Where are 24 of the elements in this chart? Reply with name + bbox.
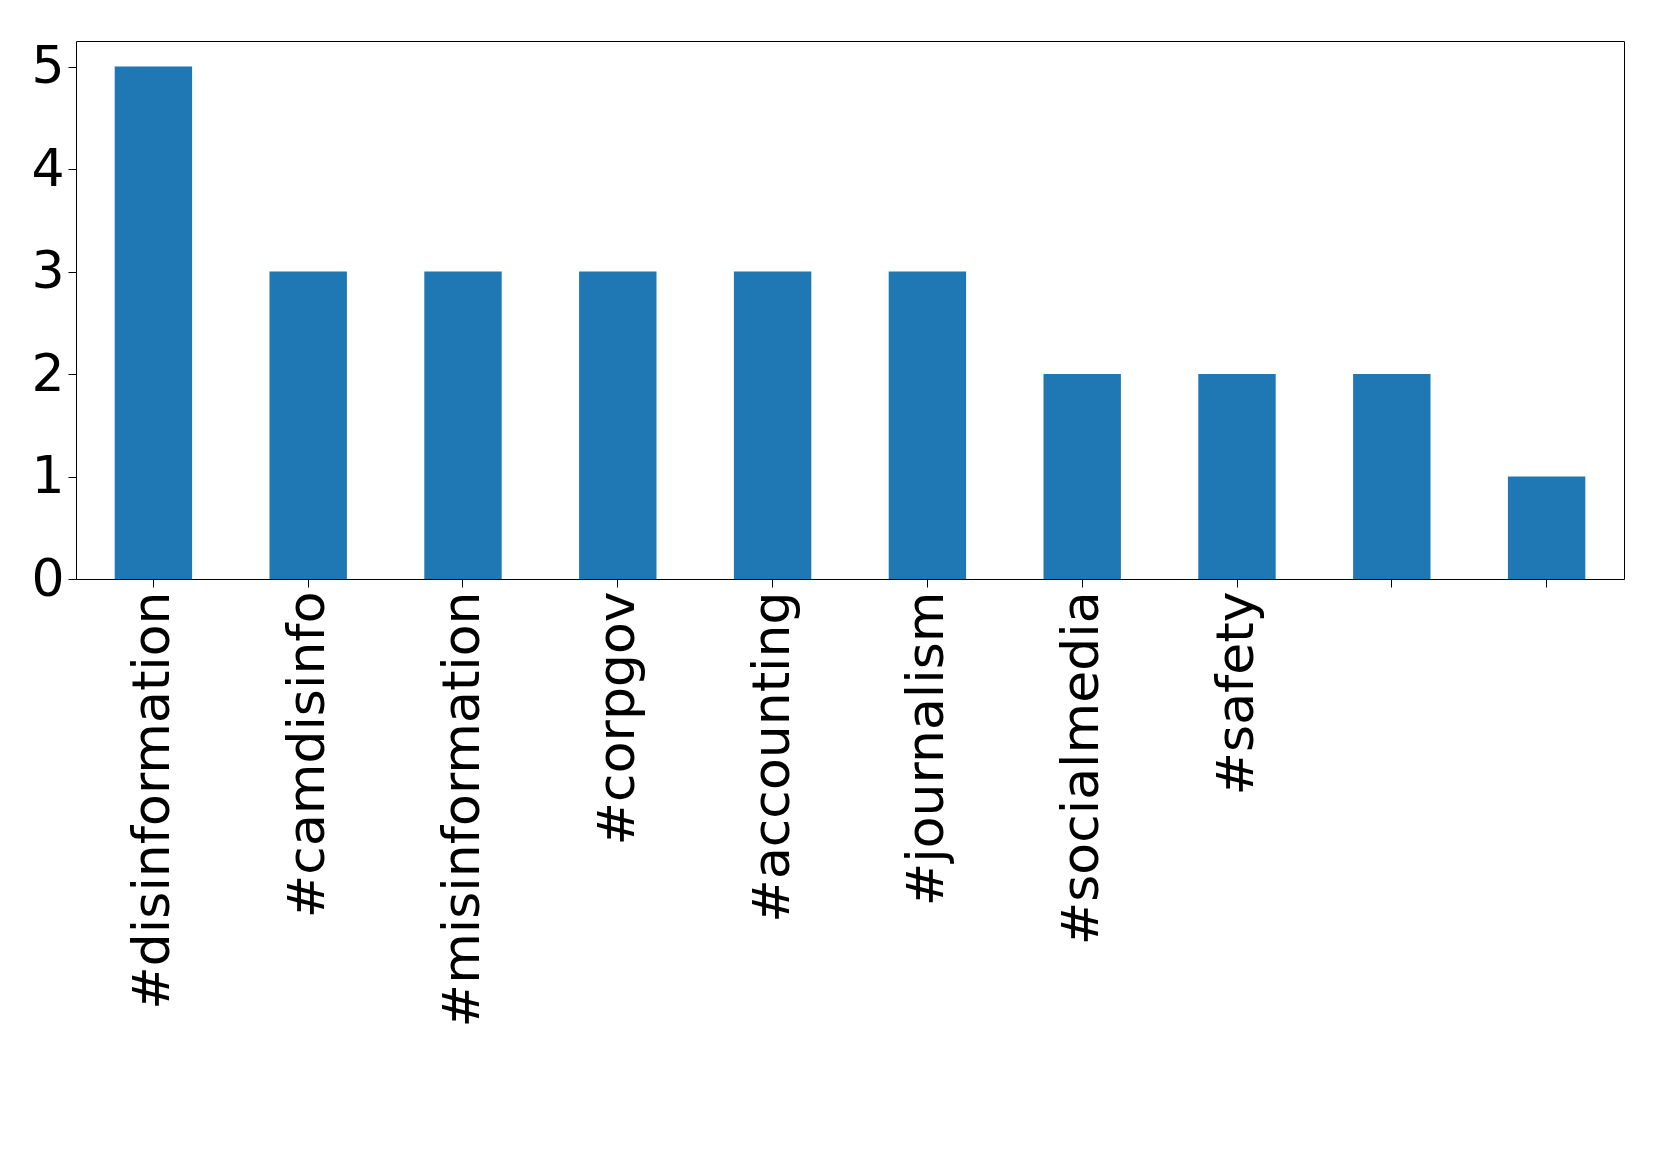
x-tick-label: #journalism: [895, 591, 956, 907]
bar: [1198, 374, 1276, 579]
bar: [269, 271, 347, 579]
y-tick-label: 1: [31, 445, 65, 506]
x-tick-label: #accounting: [740, 591, 801, 923]
y-tick-label: 2: [31, 342, 65, 403]
bar: [424, 271, 502, 579]
x-tick-label: #safety: [1205, 591, 1265, 796]
bar: [888, 271, 967, 579]
y-tick-label: 0: [31, 547, 65, 608]
x-tick-label: #socialmedia: [1050, 591, 1111, 946]
bar: [114, 66, 193, 579]
x-tick-label: #disinformation: [121, 591, 182, 1010]
bar: [1043, 374, 1121, 579]
bar: [733, 271, 812, 579]
y-tick-label: 3: [31, 240, 65, 301]
bar: [579, 271, 657, 579]
x-tick-label: #camdisinfo: [276, 591, 337, 919]
x-tick-label: #corpgov: [585, 591, 646, 846]
x-tick-label: #misinformation: [431, 591, 491, 1028]
bar: [1507, 476, 1586, 579]
y-tick-label: 5: [31, 35, 65, 96]
bar: [1353, 374, 1431, 579]
y-tick-label: 4: [31, 137, 65, 198]
